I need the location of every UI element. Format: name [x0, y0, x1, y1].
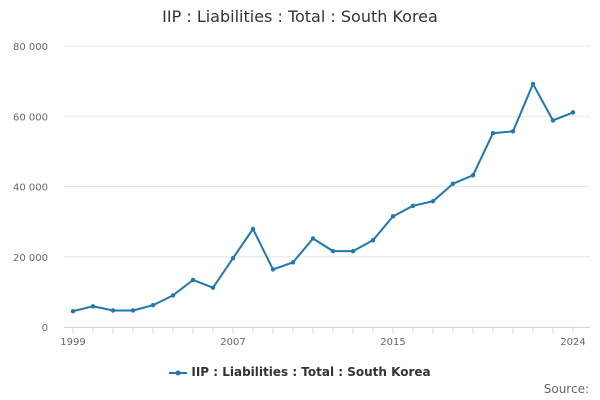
- series-line[interactable]: [72, 82, 574, 313]
- data-point[interactable]: [290, 260, 296, 265]
- data-point[interactable]: [390, 214, 396, 219]
- data-point[interactable]: [370, 238, 376, 243]
- data-point[interactable]: [110, 308, 116, 313]
- data-point[interactable]: [190, 277, 196, 283]
- data-point[interactable]: [510, 129, 516, 134]
- data-point[interactable]: [310, 236, 316, 241]
- data-point[interactable]: [150, 303, 156, 308]
- data-point[interactable]: [210, 285, 216, 290]
- data-point[interactable]: [90, 304, 96, 309]
- data-point[interactable]: [330, 248, 336, 254]
- data-point[interactable]: [230, 255, 236, 261]
- chart-title: IIP : Liabilities : Total : South Korea: [162, 7, 438, 26]
- data-point[interactable]: [470, 173, 476, 178]
- data-point[interactable]: [170, 293, 176, 298]
- legend-line-marker-icon: [169, 370, 188, 375]
- x-tick-label: 1999: [60, 337, 85, 348]
- legend[interactable]: IIP : Liabilities : Total : South Korea: [0, 365, 600, 379]
- data-point[interactable]: [130, 308, 136, 313]
- data-point[interactable]: [550, 118, 556, 123]
- data-point[interactable]: [430, 199, 436, 204]
- y-tick-label: 20 000: [13, 253, 48, 264]
- data-point[interactable]: [250, 226, 256, 232]
- y-tick-label: 60 000: [13, 112, 48, 123]
- data-point[interactable]: [490, 130, 496, 136]
- x-tick-label: 2007: [220, 337, 245, 348]
- source-label: Source:: [543, 382, 589, 396]
- y-tick-label: 40 000: [13, 183, 48, 194]
- legend-label: IIP : Liabilities : Total : South Korea: [191, 365, 431, 379]
- data-point[interactable]: [570, 110, 576, 115]
- data-point[interactable]: [450, 181, 456, 186]
- x-tick-label: 2024: [560, 337, 585, 348]
- y-tick-label: 0: [42, 323, 48, 334]
- data-point[interactable]: [70, 308, 76, 314]
- data-point[interactable]: [530, 81, 536, 87]
- x-tick-label: 2015: [380, 337, 405, 348]
- data-point[interactable]: [270, 267, 276, 272]
- data-point[interactable]: [410, 203, 416, 209]
- data-point[interactable]: [350, 248, 356, 254]
- y-tick-label: 80 000: [13, 42, 48, 53]
